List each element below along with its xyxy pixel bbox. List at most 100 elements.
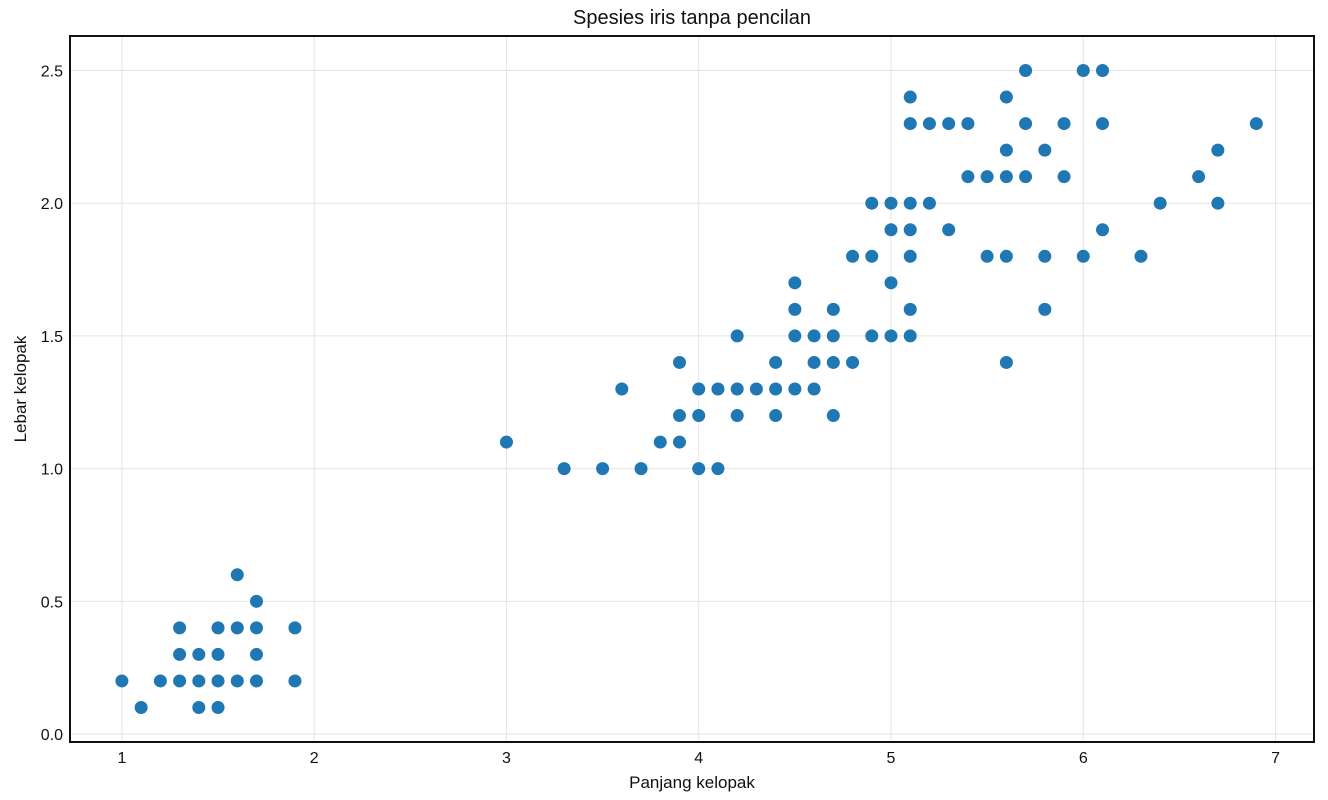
data-point	[250, 647, 264, 661]
data-point	[673, 409, 687, 423]
data-point	[942, 117, 956, 131]
data-point	[1038, 302, 1052, 316]
data-point	[173, 647, 187, 661]
data-point	[1057, 170, 1071, 184]
data-point	[230, 674, 244, 688]
x-tick-label: 7	[1271, 750, 1280, 767]
data-point	[653, 435, 667, 449]
x-tick-labels: 1 2 3 4 5 6 7	[117, 750, 1280, 767]
data-point	[557, 462, 571, 476]
data-point	[692, 382, 706, 396]
data-point	[1249, 117, 1263, 131]
data-point	[192, 674, 206, 688]
data-point	[903, 329, 917, 343]
data-point	[153, 674, 167, 688]
x-axis-label: Panjang kelopak	[629, 773, 755, 792]
data-point	[211, 647, 225, 661]
data-point	[903, 117, 917, 131]
data-point	[250, 621, 264, 635]
data-point	[692, 462, 706, 476]
data-point	[634, 462, 648, 476]
data-point	[1211, 196, 1225, 210]
data-point	[1153, 196, 1167, 210]
data-point	[749, 382, 763, 396]
data-point	[807, 355, 821, 369]
x-tick-label: 1	[117, 750, 126, 767]
data-point	[903, 302, 917, 316]
x-tick-label: 4	[694, 750, 703, 767]
data-point	[903, 196, 917, 210]
data-point	[211, 674, 225, 688]
data-point	[788, 382, 802, 396]
data-point	[1076, 249, 1090, 263]
data-point	[1134, 249, 1148, 263]
data-point	[211, 700, 225, 714]
data-point	[884, 223, 898, 237]
data-point	[730, 409, 744, 423]
x-tick-label: 3	[502, 750, 511, 767]
data-point	[173, 674, 187, 688]
data-point	[999, 143, 1013, 157]
data-point	[692, 409, 706, 423]
data-point	[250, 594, 264, 608]
data-point	[865, 196, 879, 210]
data-point	[230, 621, 244, 635]
y-tick-label: 1.5	[41, 329, 63, 346]
data-point	[999, 355, 1013, 369]
data-point	[230, 568, 244, 582]
data-point	[673, 435, 687, 449]
data-point	[922, 117, 936, 131]
chart-title: Spesies iris tanpa pencilan	[573, 7, 811, 29]
data-point	[903, 90, 917, 104]
data-point	[999, 249, 1013, 263]
data-point	[826, 302, 840, 316]
data-point	[1192, 170, 1206, 184]
x-tick-label: 2	[310, 750, 319, 767]
data-point	[903, 249, 917, 263]
data-point	[288, 621, 302, 635]
data-point	[730, 329, 744, 343]
data-point	[961, 117, 975, 131]
data-point	[250, 674, 264, 688]
data-point	[884, 276, 898, 290]
data-point	[942, 223, 956, 237]
data-point	[884, 329, 898, 343]
data-point	[999, 90, 1013, 104]
data-point	[999, 170, 1013, 184]
data-point	[730, 382, 744, 396]
data-point	[961, 170, 975, 184]
grid	[70, 36, 1314, 742]
data-point	[499, 435, 513, 449]
data-point	[769, 409, 783, 423]
data-point	[1057, 117, 1071, 131]
data-point	[615, 382, 629, 396]
data-point	[134, 700, 148, 714]
data-point	[1019, 170, 1033, 184]
data-point	[788, 302, 802, 316]
data-point	[1038, 143, 1052, 157]
data-point	[288, 674, 302, 688]
data-point	[1211, 143, 1225, 157]
data-points	[115, 64, 1263, 714]
y-tick-label: 0.0	[41, 727, 63, 744]
data-point	[596, 462, 610, 476]
data-point	[865, 329, 879, 343]
data-point	[826, 355, 840, 369]
data-point	[846, 249, 860, 263]
data-point	[980, 249, 994, 263]
y-tick-label: 2.5	[41, 64, 63, 81]
data-point	[1076, 64, 1090, 78]
data-point	[769, 355, 783, 369]
data-point	[903, 223, 917, 237]
data-point	[865, 249, 879, 263]
data-point	[192, 647, 206, 661]
data-point	[807, 329, 821, 343]
data-point	[1019, 64, 1033, 78]
data-point	[1019, 117, 1033, 131]
data-point	[1096, 223, 1110, 237]
data-point	[826, 409, 840, 423]
data-point	[1096, 117, 1110, 131]
data-point	[846, 355, 860, 369]
data-point	[1038, 249, 1052, 263]
data-point	[173, 621, 187, 635]
